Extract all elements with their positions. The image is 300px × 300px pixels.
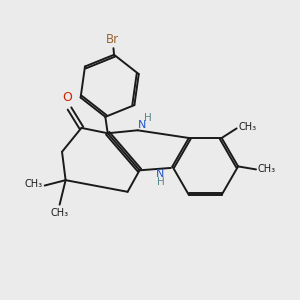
- Text: CH₃: CH₃: [238, 122, 256, 132]
- Text: O: O: [62, 91, 72, 104]
- Text: Br: Br: [106, 33, 119, 46]
- Text: N: N: [156, 169, 164, 179]
- Text: H: H: [143, 112, 151, 122]
- Text: CH₃: CH₃: [258, 164, 276, 174]
- Text: CH₃: CH₃: [51, 208, 69, 218]
- Text: N: N: [138, 120, 146, 130]
- Text: H: H: [157, 178, 164, 188]
- Text: CH₃: CH₃: [24, 179, 42, 189]
